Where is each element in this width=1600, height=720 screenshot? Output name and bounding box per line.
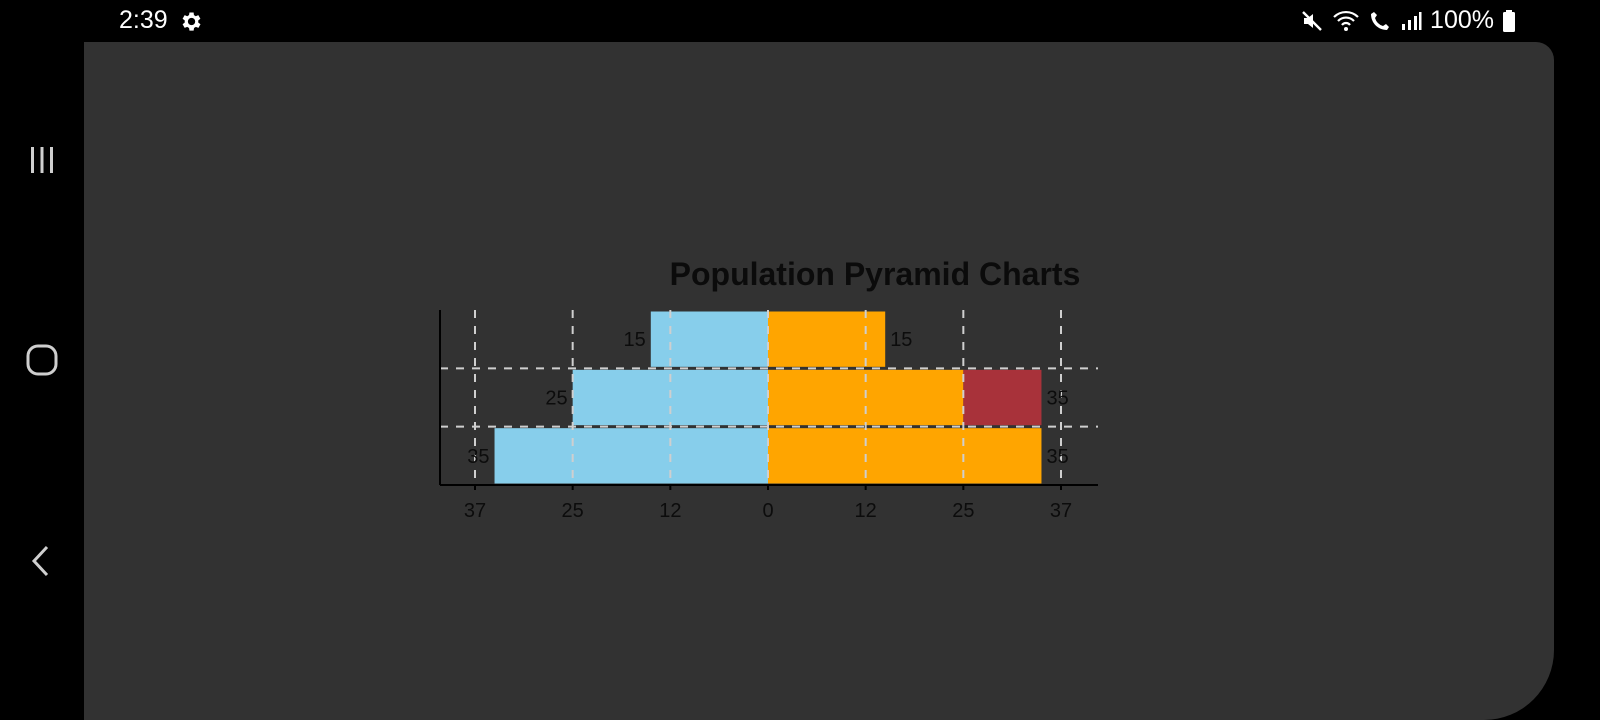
app-content: Population Pyramid Charts 37 25 12 0 12 25 37 1… [84, 42, 1554, 720]
right-value-label: 35 [1046, 446, 1068, 468]
back-button[interactable] [20, 539, 64, 583]
back-icon [31, 545, 49, 577]
x-tick-label: 12 [855, 500, 877, 522]
right-bar-extra [963, 369, 1042, 426]
left-value-label: 25 [545, 388, 567, 410]
settings-icon [178, 9, 203, 34]
right-bar [768, 311, 886, 367]
navigation-bar [0, 42, 84, 720]
left-value-label: 35 [467, 446, 489, 468]
population-pyramid-chart: 37 25 12 0 12 25 37 15 15 25 35 35 35 [439, 310, 1098, 522]
signal-icon [1400, 10, 1422, 32]
left-value-label: 15 [624, 329, 646, 351]
x-tick-label: 37 [464, 500, 486, 522]
battery-icon [1502, 9, 1516, 33]
battery-text: 100% [1430, 6, 1494, 34]
x-tick-label: 37 [1050, 500, 1072, 522]
left-bar [650, 311, 768, 367]
right-value-label: 35 [1046, 388, 1068, 410]
recents-icon [31, 147, 53, 173]
status-bar: 2:39 100% [0, 0, 1600, 42]
x-tick-label: 25 [562, 500, 584, 522]
right-bar [768, 428, 1042, 484]
home-button[interactable] [20, 338, 64, 382]
status-icons: 100% [1300, 6, 1516, 35]
mute-icon [1300, 9, 1324, 33]
x-tick-label: 25 [952, 500, 974, 522]
recents-button[interactable] [20, 138, 64, 182]
x-tick-label: 12 [659, 500, 681, 522]
right-value-label: 15 [890, 329, 912, 351]
wifi-calling-icon [1368, 9, 1392, 33]
wifi-icon [1332, 9, 1360, 33]
x-tick-label: 0 [762, 500, 773, 522]
chart-title: Population Pyramid Charts [669, 256, 1081, 292]
home-icon [26, 344, 58, 376]
left-bar [494, 428, 768, 484]
status-time: 2:39 [119, 6, 168, 34]
